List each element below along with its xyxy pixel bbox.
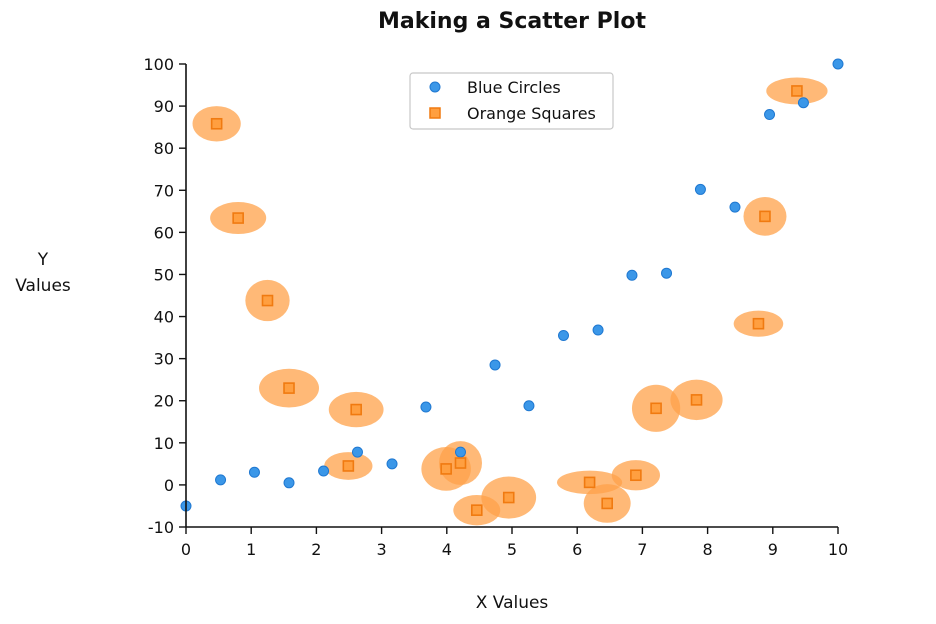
- blue-circle-point: [592, 324, 604, 336]
- blue-circle-point: [661, 267, 673, 279]
- legend: Blue Circles Orange Squares: [409, 72, 614, 130]
- x-tick-label: 10: [828, 540, 848, 559]
- blue-circle-point: [764, 109, 776, 121]
- y-tick-label: 50: [154, 265, 174, 284]
- orange-square-point: [210, 117, 223, 130]
- blue-circle-point: [626, 269, 638, 281]
- orange-square-point: [650, 402, 662, 415]
- orange-square-point: [454, 457, 467, 469]
- blue-circle-point: [283, 477, 295, 489]
- orange-square-point: [601, 497, 613, 510]
- blue-circle-point: [420, 401, 432, 413]
- y-tick-label: 80: [154, 139, 174, 158]
- y-axis-label-line-1: Y: [37, 250, 49, 270]
- y-tick-label: 70: [154, 181, 174, 200]
- y-ticks: -10 0 10 20 30 40 50 60 70 80 90 100: [143, 55, 186, 537]
- blue-circle-point: [558, 329, 570, 341]
- orange-square-point: [440, 463, 452, 475]
- y-tick-label: 60: [154, 223, 174, 242]
- plot-area: [180, 58, 844, 526]
- orange-square-point: [342, 460, 355, 472]
- y-tick-label: 10: [154, 434, 174, 453]
- x-tick-label: 9: [768, 540, 778, 559]
- point-layer: [180, 58, 844, 516]
- y-tick-label: -10: [148, 518, 174, 537]
- orange-square-point: [791, 85, 803, 97]
- orange-square-point: [350, 403, 362, 416]
- blue-circle-point: [489, 359, 501, 371]
- x-tick-label: 8: [703, 540, 713, 559]
- x-tick-label: 0: [181, 540, 191, 559]
- blue-circle-point: [729, 201, 741, 213]
- blue-circle-point: [248, 466, 260, 478]
- x-tick-label: 1: [246, 540, 256, 559]
- blue-circle-point: [832, 58, 844, 70]
- y-tick-label: 20: [154, 392, 174, 411]
- halo-layer: [192, 77, 828, 526]
- blue-circle-point: [318, 465, 330, 477]
- orange-square-point: [583, 476, 596, 489]
- y-tick-label: 30: [154, 350, 174, 369]
- x-tick-label: 6: [572, 540, 582, 559]
- y-tick-label: 90: [154, 97, 174, 116]
- y-tick-label: 100: [143, 55, 174, 74]
- blue-circle-point: [797, 97, 809, 109]
- orange-square-point: [283, 382, 295, 394]
- legend-orange-squares-label: Orange Squares: [467, 104, 596, 123]
- y-axis: -10 0 10 20 30 40 50 60 70 80 90 100: [143, 55, 187, 537]
- blue-circle-point: [215, 474, 227, 486]
- x-ticks: 0 1 2 3 4 5 6 7 8 9 10: [181, 527, 848, 559]
- orange-square-point: [759, 210, 771, 223]
- x-tick-label: 4: [442, 540, 452, 559]
- x-tick-label: 7: [637, 540, 647, 559]
- orange-square-point: [690, 394, 703, 406]
- orange-square-point: [502, 491, 515, 504]
- blue-circle-point: [454, 446, 466, 458]
- x-axis: 0 1 2 3 4 5 6 7 8 9 10: [181, 526, 848, 559]
- y-axis-label-line-2: Values: [15, 276, 71, 296]
- legend-orange-square-marker: [429, 107, 441, 119]
- y-tick-label: 0: [164, 476, 174, 495]
- legend-blue-circle-marker: [429, 81, 441, 93]
- orange-square-point: [752, 317, 765, 330]
- blue-circle-point: [351, 446, 363, 458]
- blue-circle-point: [523, 400, 535, 412]
- x-tick-label: 2: [311, 540, 321, 559]
- blue-circle-point: [386, 458, 398, 470]
- legend-box: [409, 72, 614, 130]
- y-tick-label: 40: [154, 308, 174, 327]
- orange-square-point: [630, 469, 642, 482]
- x-tick-label: 5: [507, 540, 517, 559]
- x-axis-label: X Values: [476, 593, 549, 613]
- orange-square-point: [470, 504, 483, 516]
- orange-square-point: [261, 294, 274, 307]
- blue-circle-point: [694, 183, 706, 195]
- chart-title: Making a Scatter Plot: [378, 9, 646, 34]
- x-tick-label: 3: [377, 540, 387, 559]
- legend-blue-circles-label: Blue Circles: [467, 78, 561, 97]
- orange-square-point: [232, 212, 244, 224]
